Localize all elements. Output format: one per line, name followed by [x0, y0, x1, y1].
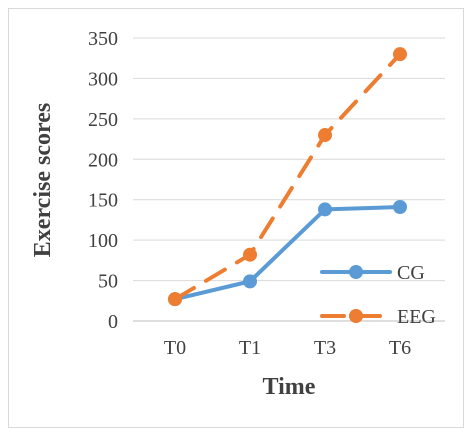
- data-point-eeg: [243, 247, 257, 262]
- series-points: [168, 47, 407, 307]
- legend: CG EEG: [320, 262, 436, 328]
- y-tick-label: 100: [88, 230, 118, 252]
- data-point-eeg: [168, 292, 182, 307]
- y-tick-label: 0: [108, 311, 118, 333]
- x-axis-title: Time: [263, 374, 316, 400]
- x-tick-labels: T0 T1 T3 T6: [164, 337, 411, 359]
- data-point-cg: [318, 202, 332, 217]
- y-tick-labels: 0 50 100 150 200 250 300 350: [88, 28, 118, 333]
- y-axis-title: Exercise scores: [30, 103, 56, 257]
- series-line-cg: [173, 204, 402, 302]
- legend-marker-cg: [349, 265, 363, 279]
- x-tick-label: T3: [314, 337, 336, 359]
- x-tick-label: T6: [389, 337, 411, 359]
- gridlines: [133, 37, 445, 322]
- y-tick-label: 300: [88, 68, 118, 90]
- x-tick-label: T0: [164, 337, 186, 359]
- y-tick-label: 150: [88, 190, 118, 212]
- data-point-cg: [243, 274, 257, 289]
- legend-marker-eeg: [349, 309, 363, 323]
- legend-label-cg: CG: [397, 262, 425, 284]
- y-tick-label: 200: [88, 149, 118, 171]
- data-point-eeg: [318, 128, 332, 143]
- y-tick-label: 250: [88, 109, 118, 131]
- x-tick-label: T1: [239, 337, 261, 359]
- data-point-eeg: [393, 47, 407, 62]
- legend-label-eeg: EEG: [397, 306, 436, 328]
- series-lines: [173, 52, 402, 302]
- data-point-cg: [393, 199, 407, 214]
- y-tick-label: 350: [88, 28, 118, 50]
- series-line-eeg: [173, 52, 402, 302]
- y-tick-label: 50: [98, 271, 118, 293]
